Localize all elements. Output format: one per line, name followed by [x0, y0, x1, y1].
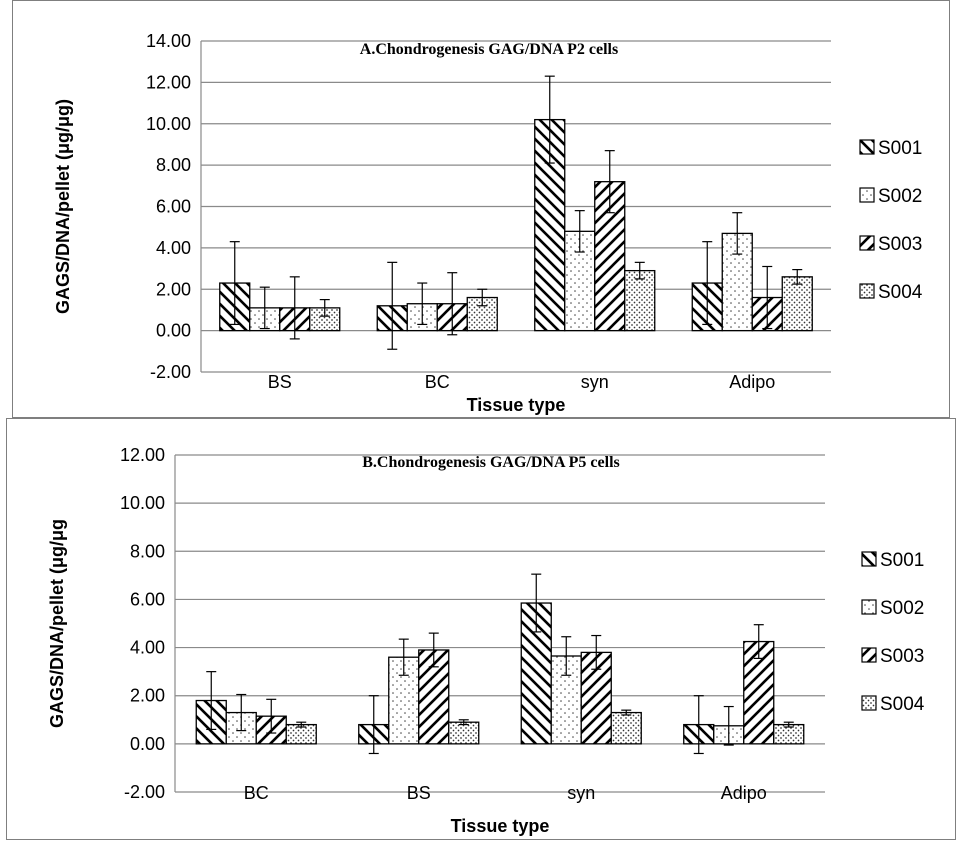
legend-swatch	[861, 647, 877, 663]
error-bar	[732, 212, 743, 255]
error-bar	[319, 298, 330, 317]
y-tick-label: 6.00	[156, 197, 191, 217]
error-bar	[289, 276, 300, 340]
legend-entry-s002: S002	[859, 186, 922, 207]
legend-swatch	[861, 599, 877, 615]
error-bar	[417, 282, 428, 326]
error-bar	[477, 288, 488, 307]
y-tick-label: 8.00	[156, 155, 191, 175]
error-bar	[702, 241, 713, 326]
error-bar	[387, 261, 398, 350]
legend-entry-s001: S001	[859, 138, 922, 159]
y-tick-label: 4.00	[130, 638, 165, 658]
legend-label: S002	[880, 598, 924, 619]
y-tick-label: 12.00	[120, 445, 165, 465]
error-bar	[723, 705, 734, 746]
y-tick-label: 8.00	[130, 541, 165, 561]
error-bar	[753, 624, 764, 660]
error-bar	[447, 272, 458, 336]
y-tick-label: 14.00	[146, 31, 191, 51]
error-bar	[206, 671, 217, 731]
error-bar	[266, 698, 277, 734]
bar-s004-syn	[624, 269, 656, 332]
y-tick-label: -2.00	[150, 362, 191, 382]
legend-swatch	[859, 187, 875, 203]
y-axis-label: GAGS/DNA/pellet (μg/μg)	[53, 99, 73, 314]
y-tick-label: 10.00	[120, 493, 165, 513]
y-tick-label: 0.00	[130, 734, 165, 754]
error-bar	[236, 693, 247, 732]
legend-label: S002	[878, 186, 922, 207]
error-bar	[604, 150, 615, 214]
legend-label: S004	[880, 694, 925, 715]
legend-label: S001	[880, 550, 924, 571]
legend-label: S003	[880, 646, 924, 667]
category-label: syn	[581, 372, 609, 392]
y-axis-label: GAGS/DNA/pellet (μg/μg	[47, 519, 67, 728]
y-tick-label: 4.00	[156, 238, 191, 258]
x-axis-label: Tissue type	[451, 816, 550, 836]
y-tick-label: 6.00	[130, 589, 165, 609]
y-tick-label: 2.00	[130, 686, 165, 706]
category-label: BS	[407, 783, 431, 803]
category-label: Adipo	[721, 783, 767, 803]
legend-swatch	[859, 235, 875, 251]
chart-panel-b: -2.00 0.00 2.00 4.00 6.00 8.00 10.00 12.00 BC BS s…	[6, 418, 956, 840]
error-bar	[368, 695, 379, 755]
bar-s004-syn	[610, 711, 642, 745]
chart-panel-a: -2.00 0.00 2.00 4.00 6.00 8.00 10.00 12.00 14.00…	[12, 0, 950, 418]
y-tick-label: -2.00	[124, 782, 165, 802]
error-bar	[591, 634, 602, 670]
category-label: BC	[425, 372, 450, 392]
error-bar	[398, 638, 409, 676]
chart-title: A.Chondrogenesis GAG/DNA P2 cells	[360, 41, 618, 58]
legend-entry-s004: S004	[859, 282, 923, 303]
legend-entry-s004: S004	[861, 694, 925, 715]
category-label: Adipo	[729, 372, 775, 392]
chart-a-svg: -2.00 0.00 2.00 4.00 6.00 8.00 10.00 12.00 14.00…	[53, 31, 923, 415]
category-label: BS	[268, 372, 292, 392]
legend-label: S003	[878, 234, 922, 255]
error-bar	[783, 721, 794, 728]
error-bar	[531, 573, 542, 633]
error-bar	[693, 695, 704, 755]
legend-entry-s003: S003	[859, 234, 922, 255]
chart-title: B.Chondrogenesis GAG/DNA P5 cells	[362, 454, 620, 471]
error-bar	[561, 636, 572, 676]
error-bar	[229, 241, 240, 326]
legend-label: S001	[878, 138, 922, 159]
bar-s004-adipo	[781, 276, 813, 332]
error-bar	[296, 721, 307, 728]
category-label: syn	[567, 783, 595, 803]
y-tick-label: 10.00	[146, 114, 191, 134]
legend-swatch	[861, 695, 877, 711]
category-label: BC	[244, 783, 269, 803]
legend-entry-s003: S003	[861, 646, 924, 667]
error-bar	[428, 632, 439, 668]
bar-s001-syn	[534, 118, 566, 332]
chart-b-svg: -2.00 0.00 2.00 4.00 6.00 8.00 10.00 12.00 BC BS s…	[47, 445, 925, 836]
error-bar	[762, 265, 773, 330]
error-bar	[792, 268, 803, 285]
error-bar	[621, 709, 632, 716]
y-tick-label: 2.00	[156, 279, 191, 299]
legend-swatch	[859, 139, 875, 155]
x-axis-label: Tissue type	[467, 395, 566, 415]
y-tick-label: 0.00	[156, 321, 191, 341]
error-bar	[634, 261, 645, 280]
y-tick-label: 12.00	[146, 72, 191, 92]
legend-entry-s001: S001	[861, 550, 924, 571]
legend-entry-s002: S002	[861, 598, 924, 619]
error-bar	[544, 75, 555, 164]
bar-s004-bs	[448, 721, 480, 745]
error-bar	[458, 719, 469, 726]
legend-label: S004	[878, 282, 923, 303]
error-bar	[259, 286, 270, 330]
error-bar	[574, 210, 585, 253]
legend-swatch	[861, 551, 877, 567]
legend-swatch	[859, 283, 875, 299]
